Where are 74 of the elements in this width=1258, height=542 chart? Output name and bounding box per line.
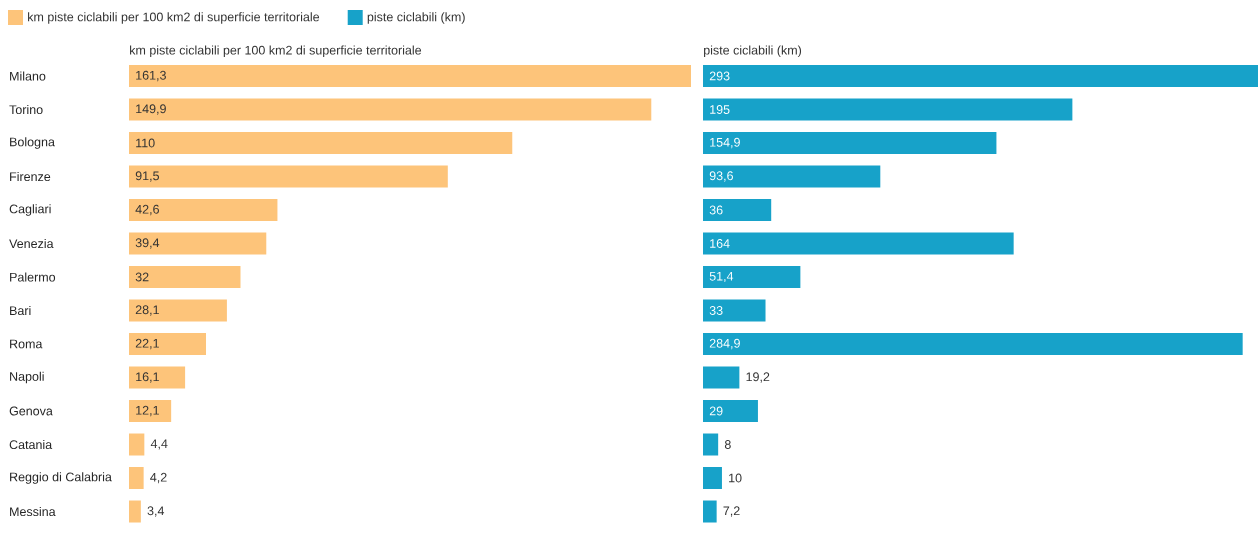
data-label: 51,4	[709, 271, 734, 283]
data-label: 195	[710, 105, 730, 114]
bar	[129, 333, 206, 356]
bar	[703, 467, 722, 490]
bar	[703, 400, 758, 423]
bar	[129, 132, 513, 155]
y-tick-label: Venezia	[9, 238, 54, 249]
data-label: 36	[709, 205, 723, 215]
bar	[703, 98, 1073, 121]
data-label: 154,9	[710, 137, 740, 149]
data-label: 19,2	[746, 372, 770, 383]
y-tick-label: Milano	[10, 71, 46, 81]
data-label: 164	[710, 239, 730, 248]
data-label: 22,1	[135, 338, 159, 350]
data-label: 149,9	[136, 104, 166, 115]
data-label: 4,2	[150, 472, 167, 484]
bar	[703, 299, 766, 322]
bar	[129, 266, 241, 289]
data-label: 33	[709, 306, 723, 315]
data-label: 8	[724, 440, 731, 449]
data-label: 161,3	[136, 70, 166, 82]
bar	[703, 232, 1014, 255]
y-tick-label: Cagliari	[9, 204, 51, 216]
y-tick-label: Genova	[9, 406, 53, 416]
y-tick-label: Bari	[10, 305, 31, 316]
bar	[129, 199, 278, 222]
bar	[129, 400, 172, 423]
bar	[129, 467, 144, 490]
bar	[129, 299, 227, 322]
bar	[703, 199, 772, 222]
y-tick-label: Bologna	[10, 137, 55, 149]
data-label: 29	[709, 406, 723, 416]
bar	[703, 333, 1243, 356]
data-label: 110	[136, 138, 155, 148]
legend-label: km piste ciclabili per 100 km2 di superficie territoriale	[28, 12, 320, 24]
data-label: 4,4	[150, 439, 168, 450]
y-tick-label: Napoli	[10, 371, 44, 384]
bar	[129, 65, 691, 87]
y-tick-label: Reggio di Calabria	[10, 472, 112, 484]
y-tick-label: Catania	[9, 439, 53, 450]
bar	[129, 98, 652, 121]
bar	[703, 366, 740, 389]
data-label: 16,1	[136, 372, 159, 383]
data-label: 28,1	[135, 305, 159, 316]
bar	[703, 65, 1258, 87]
bar	[129, 500, 141, 523]
data-label: 93,6	[709, 171, 733, 182]
bar	[703, 266, 801, 289]
data-label: 42,6	[135, 204, 159, 216]
chart-title: km piste ciclabili per 100 km2 di superficie territoriale	[130, 45, 422, 58]
data-label: 32	[135, 272, 149, 282]
data-label: 3,4	[147, 506, 165, 517]
y-tick-label: Torino	[9, 104, 43, 115]
y-tick-label: Roma	[10, 339, 43, 349]
bar	[703, 500, 717, 523]
y-tick-label: Palermo	[10, 272, 56, 282]
bar	[703, 433, 719, 456]
chart-title: piste ciclabili (km)	[704, 45, 802, 58]
data-label: 39,4	[135, 238, 160, 249]
data-label: 284,9	[709, 338, 740, 350]
y-tick-label: Messina	[10, 506, 56, 517]
data-label: 293	[709, 71, 730, 81]
legend-label: piste ciclabili (km)	[367, 12, 465, 24]
bar	[129, 433, 145, 456]
bar	[703, 132, 997, 155]
bar	[129, 165, 448, 188]
data-label: 12,1	[136, 405, 159, 417]
y-tick-label: Firenze	[10, 171, 51, 182]
data-label: 10	[729, 473, 742, 483]
bar	[703, 165, 881, 188]
bar	[129, 366, 186, 389]
bar	[129, 232, 267, 255]
data-label: 7,2	[723, 506, 740, 517]
data-label: 91,5	[135, 171, 160, 182]
